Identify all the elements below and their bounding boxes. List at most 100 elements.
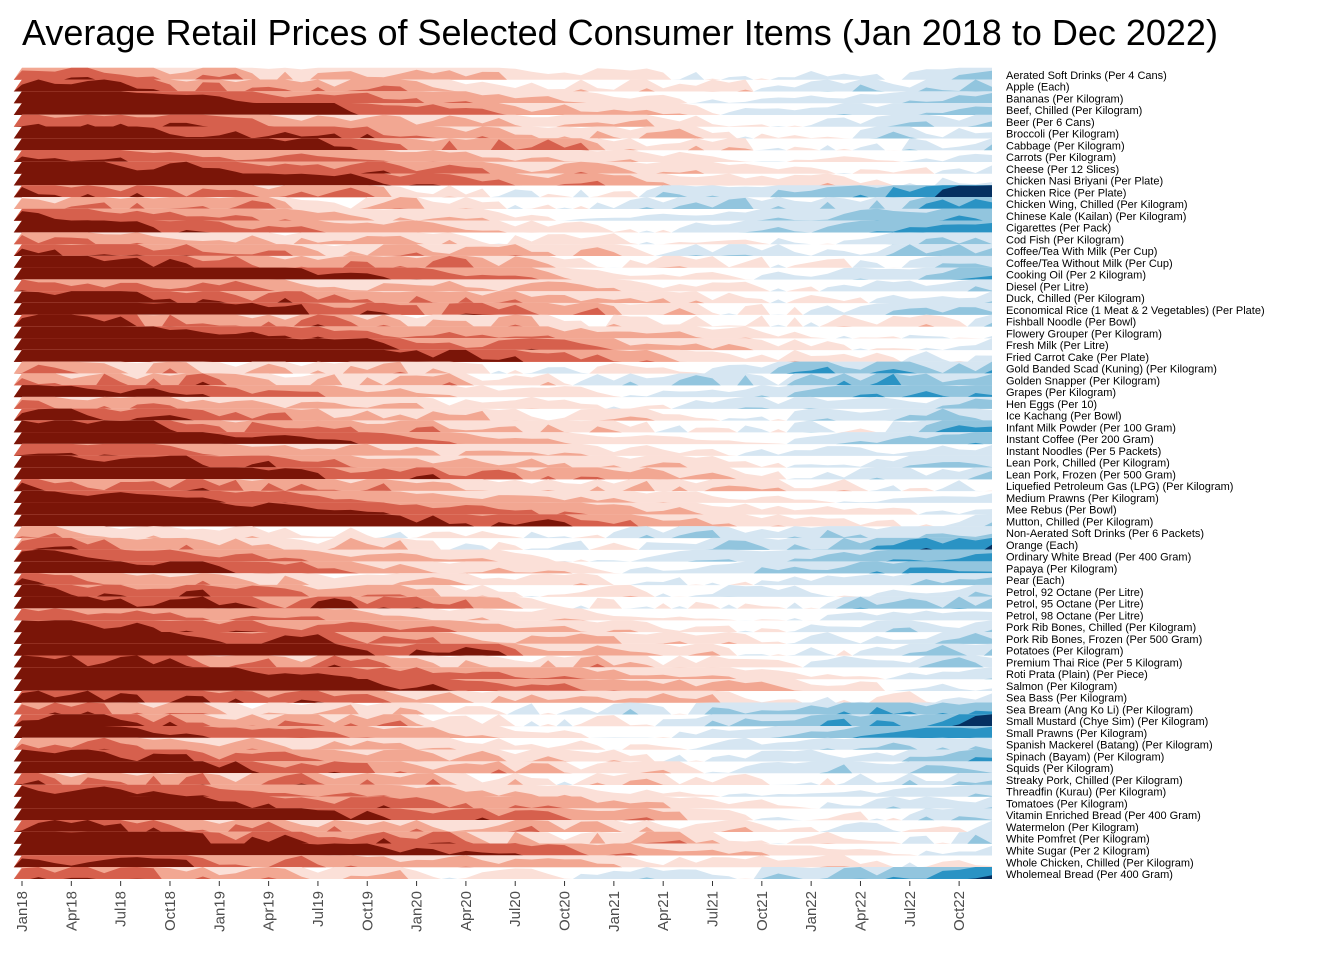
horizon-row bbox=[13, 596, 992, 609]
horizon-row bbox=[13, 302, 992, 315]
horizon-row bbox=[13, 573, 992, 586]
below-band-4 bbox=[13, 161, 392, 174]
horizon-row bbox=[13, 67, 992, 80]
below-band-4 bbox=[13, 173, 442, 186]
horizon-row bbox=[13, 643, 992, 656]
row-label: Streaky Pork, Chilled (Per Kilogram) bbox=[1006, 775, 1183, 787]
horizon-row bbox=[13, 79, 992, 92]
below-band-4 bbox=[13, 79, 162, 92]
below-band-4 bbox=[13, 482, 212, 492]
above-band-1 bbox=[852, 338, 992, 351]
below-band-4 bbox=[13, 186, 146, 198]
above-band-3 bbox=[786, 366, 992, 374]
above-band-3 bbox=[885, 553, 992, 562]
above-band-2 bbox=[918, 816, 992, 821]
row-label: Cooking Oil (Per 2 Kilogram) bbox=[1006, 270, 1146, 282]
above-band-3 bbox=[819, 714, 992, 727]
row-label: Watermelon (Per Kilogram) bbox=[1006, 822, 1139, 834]
row-label: Mutton, Chilled (Per Kilogram) bbox=[1006, 516, 1153, 528]
above-band-2 bbox=[967, 793, 992, 797]
below-band-4 bbox=[46, 711, 96, 715]
row-label: Vitamin Enriched Bread (Per 400 Gram) bbox=[1006, 810, 1201, 822]
above-band-2 bbox=[868, 470, 992, 480]
x-tick-label: Jan22 bbox=[803, 891, 820, 932]
horizon-row bbox=[13, 197, 992, 210]
below-band-4 bbox=[13, 220, 212, 233]
below-band-3 bbox=[13, 702, 212, 715]
row-label: Petrol, 98 Octane (Per Litre) bbox=[1006, 610, 1144, 622]
horizon-bands bbox=[13, 67, 993, 879]
above-band-1 bbox=[490, 232, 992, 245]
horizon-row bbox=[13, 749, 992, 762]
above-band-3 bbox=[835, 706, 992, 715]
horizon-row bbox=[13, 173, 992, 186]
row-label: Whole Chicken, Chilled (Per Kilogram) bbox=[1006, 857, 1194, 869]
x-axis: Jan18 Apr18 Jul18 Oct18 Jan19 Apr19 Jul19 Oct19… bbox=[14, 881, 968, 932]
row-label: Instant Coffee (Per 200 Gram) bbox=[1006, 434, 1154, 446]
above-band-2 bbox=[687, 549, 992, 562]
below-band-4 bbox=[13, 690, 327, 703]
above-band-1 bbox=[901, 351, 992, 362]
horizon-row bbox=[13, 761, 992, 774]
horizon-row bbox=[13, 808, 992, 821]
below-band-3 bbox=[13, 67, 244, 80]
above-band-1 bbox=[901, 514, 992, 527]
above-band-1 bbox=[622, 573, 992, 586]
below-band-3 bbox=[13, 185, 376, 198]
above-band-2 bbox=[687, 244, 992, 257]
below-band-4 bbox=[13, 643, 508, 656]
above-band-2 bbox=[901, 577, 992, 586]
below-band-4 bbox=[13, 291, 294, 304]
row-label: Chicken Nasi Briyani (Per Plate) bbox=[1006, 176, 1163, 188]
x-tick-label: Oct20 bbox=[557, 891, 574, 931]
row-label: Petrol, 92 Octane (Per Litre) bbox=[1006, 587, 1144, 599]
below-band-3 bbox=[13, 584, 409, 597]
row-label: Beer (Per 6 Cans) bbox=[1006, 117, 1095, 129]
below-band-4 bbox=[13, 126, 376, 139]
above-band-2 bbox=[901, 644, 992, 656]
below-band-4 bbox=[13, 749, 195, 762]
below-band-3 bbox=[13, 867, 277, 879]
below-band-3 bbox=[13, 443, 376, 456]
x-tick-label: Apr18 bbox=[63, 891, 80, 931]
below-band-2 bbox=[13, 314, 935, 327]
above-band-2 bbox=[983, 301, 992, 304]
below-band-3 bbox=[13, 772, 442, 785]
horizon-row bbox=[13, 620, 992, 633]
row-label: Small Prawns (Per Kilogram) bbox=[1006, 728, 1147, 740]
row-label: Economical Rice (1 Meat & 2 Vegetables) … bbox=[1006, 305, 1265, 317]
below-band-4 bbox=[13, 796, 392, 809]
below-band-3 bbox=[13, 234, 146, 245]
row-label: Liquefied Petroleum Gas (LPG) (Per Kilog… bbox=[1006, 481, 1233, 493]
row-label: Spanish Mackerel (Batang) (Per Kilogram) bbox=[1006, 740, 1213, 752]
row-label: Coffee/Tea With Milk (Per Cup) bbox=[1006, 246, 1157, 258]
above-band-1 bbox=[654, 420, 992, 433]
below-band-3 bbox=[13, 114, 392, 127]
below-band-2 bbox=[13, 361, 458, 374]
above-band-1 bbox=[802, 693, 992, 703]
row-label: Spinach (Bayam) (Per Kilogram) bbox=[1006, 751, 1164, 763]
above-band-2 bbox=[934, 632, 992, 644]
horizon-row bbox=[13, 291, 992, 304]
row-label: Petrol, 95 Octane (Per Litre) bbox=[1006, 599, 1144, 611]
horizon-row bbox=[13, 678, 992, 691]
above-band-1 bbox=[507, 197, 992, 210]
below-band-2 bbox=[13, 67, 508, 80]
row-label: Gold Banded Scad (Kuning) (Per Kilogram) bbox=[1006, 364, 1217, 376]
above-band-1 bbox=[885, 667, 992, 680]
above-band-1 bbox=[605, 396, 992, 409]
below-band-4 bbox=[13, 514, 573, 527]
horizon-row bbox=[13, 255, 992, 268]
horizon-row bbox=[13, 820, 992, 832]
below-band-4 bbox=[194, 381, 212, 386]
above-band-3 bbox=[868, 567, 992, 574]
below-band-4 bbox=[13, 138, 360, 151]
row-label: Pork Rib Bones, Chilled (Per Kilogram) bbox=[1006, 622, 1196, 634]
above-band-1 bbox=[819, 796, 992, 809]
below-band-4 bbox=[13, 620, 261, 633]
row-label: Potatoes (Per Kilogram) bbox=[1006, 646, 1123, 658]
x-tick-label: Jan20 bbox=[409, 891, 426, 932]
row-label: Fried Carrot Cake (Per Plate) bbox=[1006, 352, 1149, 364]
row-label: Diesel (Per Litre) bbox=[1006, 281, 1089, 293]
above-band-2 bbox=[967, 286, 992, 292]
